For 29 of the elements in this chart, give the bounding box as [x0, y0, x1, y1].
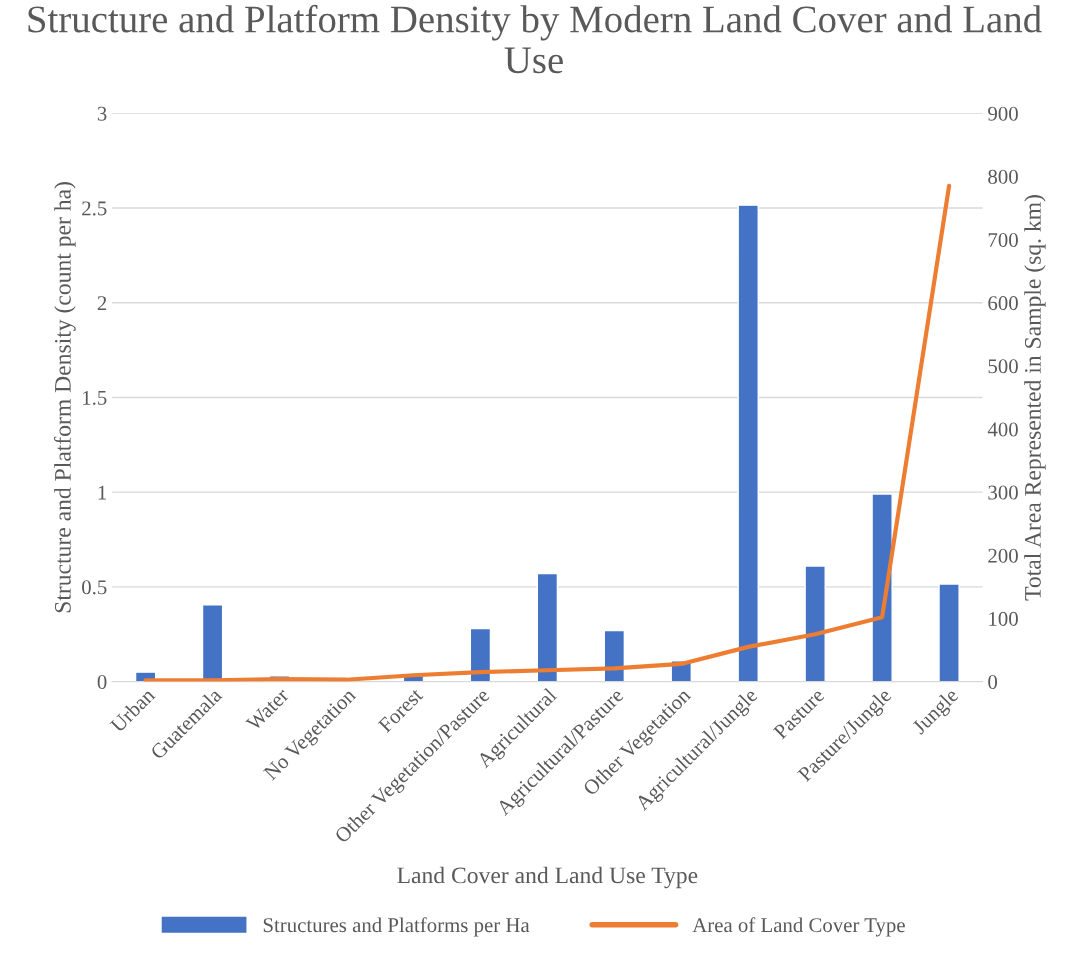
legend-label: Area of Land Cover Type [692, 917, 905, 937]
y2-tick-label: 100 [989, 611, 1018, 626]
bar [871, 493, 893, 682]
y-tick-label: 3 [97, 106, 107, 121]
y2-tick-label: 0 [988, 674, 998, 690]
y-tick-label: 0 [97, 674, 107, 690]
legend-label: Structures and Platforms per Ha [263, 917, 530, 937]
chart-title: Structure and Platform Density by Modern Land Cover and Land Use [28, 4, 1042, 74]
y-tick-label: 1.5 [83, 390, 107, 405]
y2-tick-label: 700 [988, 232, 1018, 248]
y2-tick-label: 900 [988, 106, 1018, 121]
line-series [143, 183, 952, 682]
y-axis-title: Structure and Platform Density (count per ha) [53, 182, 76, 613]
x-axis-title: Land Cover and Land Use Type [397, 866, 698, 889]
y2-tick-label: 600 [988, 296, 1018, 311]
bar [804, 565, 826, 682]
y-tick-label: 1 [98, 485, 107, 500]
y2-tick-label: 800 [988, 169, 1018, 184]
y2-tick-label: 500 [988, 359, 1018, 374]
y2-tick-label: 200 [988, 548, 1018, 563]
y-tick-label: 2.5 [82, 201, 107, 216]
y2-tick-label: 400 [987, 422, 1018, 437]
bar [536, 572, 559, 682]
y-tick-label: 0.5 [82, 580, 107, 595]
y2-axis-title: Total Area Represented in Sample (sq. km) [1024, 195, 1046, 601]
bar [737, 204, 759, 682]
y-tick-label: 2 [97, 296, 107, 310]
bar [938, 583, 960, 682]
y2-tick-label: 300 [988, 485, 1018, 500]
